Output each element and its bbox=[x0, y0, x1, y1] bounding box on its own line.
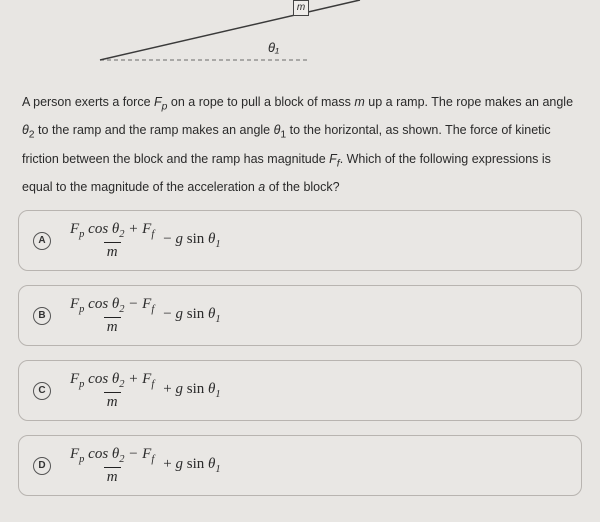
options-list: A Fp cos θ2 + Ffm− g sin θ1 B Fp cos θ2 − F… bbox=[0, 210, 600, 496]
option-c[interactable]: C Fp cos θ2 + Ffm+ g sin θ1 bbox=[18, 360, 582, 421]
question-text: A person exerts a force Fp on a rope to … bbox=[0, 72, 600, 210]
option-expression: Fp cos θ2 + Ffm− g sin θ1 bbox=[67, 221, 221, 260]
option-a[interactable]: A Fp cos θ2 + Ffm− g sin θ1 bbox=[18, 210, 582, 271]
option-d[interactable]: D Fp cos θ2 − Ffm+ g sin θ1 bbox=[18, 435, 582, 496]
ramp-diagram: θ₁ m bbox=[0, 0, 600, 72]
option-letter: C bbox=[33, 382, 51, 400]
option-expression: Fp cos θ2 + Ffm+ g sin θ1 bbox=[67, 371, 221, 410]
option-b[interactable]: B Fp cos θ2 − Ffm− g sin θ1 bbox=[18, 285, 582, 346]
option-expression: Fp cos θ2 − Ffm− g sin θ1 bbox=[67, 296, 221, 335]
theta1-label: θ₁ bbox=[268, 40, 279, 55]
option-letter: B bbox=[33, 307, 51, 325]
option-letter: A bbox=[33, 232, 51, 250]
option-expression: Fp cos θ2 − Ffm+ g sin θ1 bbox=[67, 446, 221, 485]
option-letter: D bbox=[33, 457, 51, 475]
mass-box: m bbox=[293, 0, 309, 16]
